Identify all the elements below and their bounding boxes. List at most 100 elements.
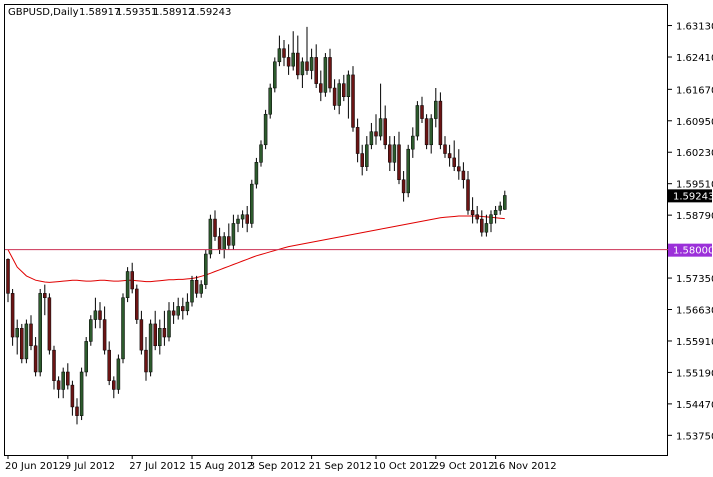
candle	[374, 114, 378, 145]
header-low: 1.58912	[153, 7, 194, 18]
candle-body-down	[305, 61, 309, 71]
candle	[434, 88, 438, 128]
candle-body-up	[406, 148, 410, 194]
candle-body-up	[89, 319, 93, 342]
candle	[424, 114, 429, 150]
candle	[300, 57, 305, 89]
candle-body-up	[254, 162, 259, 185]
candle	[20, 323, 24, 364]
candle-body-down	[475, 214, 479, 220]
candle-body-up	[61, 371, 65, 390]
candle-body-up	[199, 284, 203, 294]
candle-body-down	[461, 170, 466, 181]
candle	[360, 144, 364, 176]
candle-body-up	[250, 183, 254, 224]
candle	[79, 367, 84, 421]
candle-body-down	[342, 83, 346, 97]
candle-body-down	[319, 83, 323, 93]
candle	[296, 35, 300, 80]
candle-body-down	[466, 179, 470, 211]
candle-body-down	[447, 153, 452, 159]
candle	[415, 101, 420, 141]
y-tick-label: 1.54470	[676, 400, 713, 411]
candle	[56, 376, 61, 399]
candle-body-up	[259, 144, 263, 163]
candle	[466, 171, 470, 215]
horizontal-level-label: 1.58000	[673, 246, 713, 257]
x-tick-label: 3 Sep 2012	[249, 461, 306, 472]
candle	[93, 297, 98, 329]
candle	[328, 48, 332, 93]
candle	[167, 302, 171, 342]
candle-body-up	[167, 310, 171, 338]
candle-body-down	[56, 380, 61, 390]
candle-body-up	[93, 310, 98, 320]
candle-body-down	[438, 100, 443, 146]
candle	[397, 131, 401, 185]
candle-body-up	[24, 323, 29, 360]
chart-header: GBPUSD,Daily 1.58917 1.59351 1.58912 1.5…	[8, 7, 231, 18]
header-close: 1.59243	[190, 7, 231, 18]
candle-body-down	[6, 259, 10, 294]
candle	[107, 341, 111, 386]
candle	[475, 205, 479, 224]
candle	[309, 48, 314, 80]
candle-body-down	[351, 74, 355, 128]
candle-body-down	[29, 323, 33, 347]
candle-body-down	[360, 153, 364, 167]
candle	[194, 275, 199, 298]
candle	[199, 280, 203, 298]
moving-average-line	[7, 215, 505, 283]
candle-body-up	[415, 105, 420, 137]
candle	[162, 310, 167, 346]
candle-body-up	[411, 135, 415, 150]
candle-body-up	[204, 253, 208, 285]
candle-body-down	[162, 328, 167, 338]
candle	[116, 354, 121, 394]
candle-body-up	[489, 214, 493, 224]
candle	[484, 214, 489, 237]
header-open: 1.58917	[79, 7, 120, 18]
candle-body-up	[378, 118, 383, 137]
candle	[190, 275, 194, 307]
candle-body-down	[66, 371, 70, 386]
candle-body-down	[420, 105, 424, 119]
current-price-label: 1.59243	[673, 191, 713, 202]
candle	[282, 39, 286, 67]
candle	[43, 284, 47, 316]
candle	[378, 83, 383, 141]
candle	[130, 262, 134, 294]
candle	[144, 337, 148, 381]
candle-body-down	[452, 157, 456, 167]
candle-body-down	[52, 349, 56, 381]
candle	[457, 149, 461, 180]
candle-body-up	[273, 61, 277, 89]
candle	[135, 284, 139, 324]
candle-body-up	[15, 328, 19, 338]
candle-body-down	[10, 293, 15, 338]
candle	[24, 319, 29, 364]
candle-body-down	[153, 323, 157, 347]
y-tick-label: 1.57350	[676, 274, 713, 285]
candle-body-down	[286, 57, 291, 67]
candle-body-down	[70, 384, 75, 408]
candle-body-up	[309, 57, 314, 71]
candle	[139, 310, 144, 355]
candle	[10, 288, 15, 346]
candle	[342, 74, 346, 102]
plot-frame	[4, 4, 668, 456]
candle-body-up	[365, 144, 369, 167]
x-tick-label: 21 Sep 2012	[309, 461, 372, 472]
candle	[52, 345, 56, 390]
candle-body-down	[397, 144, 401, 181]
candle-body-down	[144, 349, 148, 373]
candle-body-up	[392, 144, 397, 163]
candle-body-down	[112, 380, 116, 390]
candle-body-down	[470, 210, 475, 215]
candle-body-down	[457, 166, 461, 172]
candle	[420, 96, 424, 123]
candle	[204, 249, 208, 289]
y-tick-label: 1.53750	[676, 431, 713, 442]
candle-body-up	[434, 100, 438, 119]
